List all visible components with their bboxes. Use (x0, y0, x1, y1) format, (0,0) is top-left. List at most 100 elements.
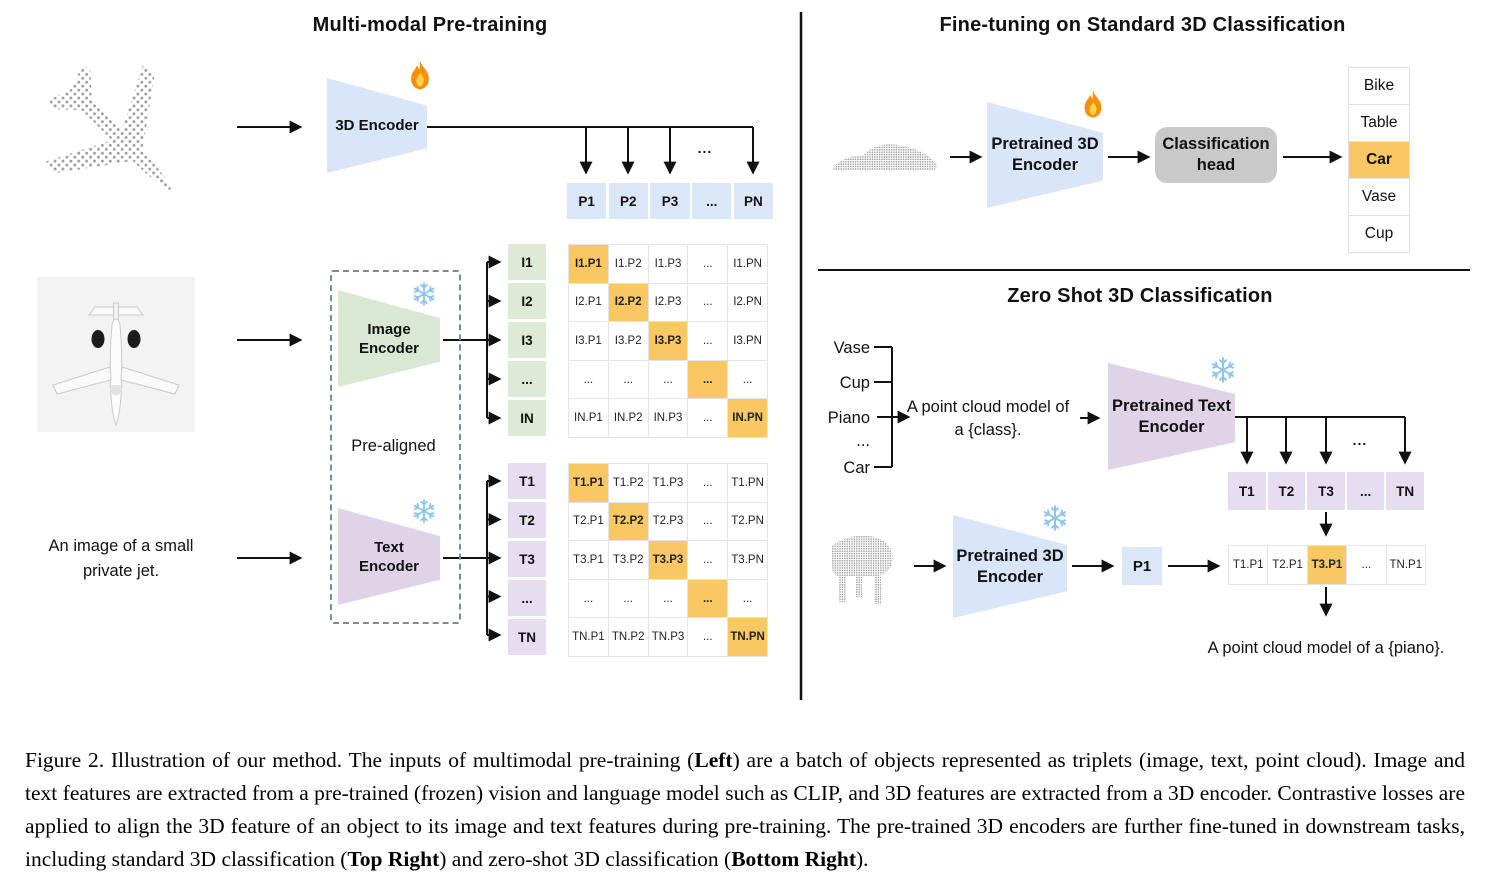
class-cell: Table (1349, 105, 1409, 141)
class-cell: Cup (1349, 216, 1409, 252)
tp-similarity-cell: T3.P3 (648, 541, 688, 579)
p-feature-cell: P2 (608, 183, 648, 219)
tp-similarity-cell: ... (688, 541, 728, 579)
pretrained-3d-encoder-label: Pretrained 3D Encoder (991, 135, 1099, 174)
p-dots-label: ... (697, 140, 713, 156)
tp-similarity-cell: ... (648, 579, 688, 618)
similarity-result-cell: T2.P1 (1268, 546, 1307, 584)
text-feature-column: T1 T2 T3... TN (508, 463, 546, 655)
pre-aligned-label: Pre-aligned (351, 437, 436, 455)
tp-similarity-cell: T2.PN (728, 502, 767, 541)
ip-similarity-cell: IN.P3 (648, 399, 688, 437)
piano-point-cloud (832, 535, 893, 604)
text-feature-cell: T1 (508, 463, 546, 499)
image-feature-cell: I3 (508, 322, 546, 358)
prompt-class-label: ... (856, 432, 870, 450)
ip-similarity-cell: ... (688, 322, 728, 360)
text-feature-cell: TN (1386, 472, 1424, 510)
text-encoder-label: Text Encoder (358, 538, 419, 575)
top-right-title: Fine-tuning on Standard 3D Classificatio… (939, 14, 1346, 36)
tp-similarity-cell: T3.P1 (569, 541, 608, 579)
ip-similarity-cell: I1.P3 (648, 245, 688, 283)
image-feature-cell: IN (508, 400, 546, 436)
ip-similarity-cell: I3.P3 (648, 322, 688, 360)
text-feature-cell: TN (508, 619, 546, 655)
ip-similarity-cell: ... (688, 360, 728, 399)
p1-feature-cell: P1 (1122, 547, 1162, 585)
snowflake-icon (1040, 503, 1070, 533)
tp-similarity-cell: TN.PN (728, 618, 767, 656)
left-panel-title: Multi-modal Pre-training (312, 14, 548, 36)
text-feature-cell: T2 (1267, 472, 1306, 510)
3d-encoder-label: 3D Encoder (335, 117, 419, 134)
tp-similarity-cell: ... (688, 579, 728, 618)
text-feature-cell: T3 (508, 541, 546, 577)
text-feature-cell: T1 (1228, 472, 1266, 510)
tp-similarity-cell: T2.P1 (569, 502, 608, 541)
car-point-cloud (832, 144, 937, 170)
ip-similarity-cell: I1.P1 (569, 245, 608, 283)
prompt-class-label: Car (843, 459, 870, 477)
text-input-caption: An image of a small private jet. (48, 537, 194, 580)
text-feature-row: T1 T2 T3... TN (1228, 472, 1424, 510)
class-cell: Car (1349, 142, 1409, 178)
tp-similarity-cell: ... (688, 618, 728, 656)
p-feature-row: P1 P2 P3... PN (567, 183, 774, 219)
p-feature-cell: ... (692, 183, 732, 219)
ip-similarity-cell: IN.P1 (569, 399, 608, 437)
class-cell: Bike (1349, 68, 1409, 104)
ip-similarity-cell: IN.P2 (608, 399, 648, 437)
p-feature-cell: P1 (567, 183, 607, 219)
prompt-class-list: Vase Cup Piano... Car (818, 339, 870, 479)
ip-similarity-cell: I2.P3 (648, 283, 688, 322)
zero-shot-result-text: A point cloud model of a {piano}. (1207, 639, 1445, 657)
ip-similarity-cell: I2.P2 (608, 283, 648, 322)
text-feature-cell: T2 (508, 502, 546, 538)
snowflake-icon (1208, 355, 1238, 385)
tp-similarity-cell: ... (688, 502, 728, 541)
ip-similarity-cell: I1.PN (728, 245, 767, 283)
tp-similarity-cell: T1.P3 (648, 464, 688, 502)
tp-similarity-cell: T2.P2 (608, 502, 648, 541)
similarity-result-cell: T1.P1 (1229, 546, 1268, 584)
fire-icon (1076, 88, 1110, 122)
similarity-result-cell: T3.P1 (1307, 546, 1347, 584)
airplane-point-cloud (45, 64, 174, 192)
image-encoder-label: Image Encoder (358, 320, 419, 357)
text-feature-cell: T3 (1307, 472, 1345, 510)
figure-caption: Figure 2. Illustration of our method. Th… (25, 747, 1466, 871)
tp-similarity-cell: ... (608, 579, 648, 618)
ip-similarity-cell: I3.PN (728, 322, 767, 360)
image-feature-cell: ... (508, 361, 546, 397)
t-dots-label: ... (1352, 432, 1368, 448)
ip-similarity-cell: ... (688, 245, 728, 283)
p-feature-cell: P3 (650, 183, 690, 219)
tp-similarity-cell: T3.P2 (608, 541, 648, 579)
image-feature-column: I1 I2 I3... IN (508, 244, 546, 436)
tp-similarity-cell: TN.P1 (569, 618, 608, 656)
tp-similarity-cell: ... (569, 579, 608, 618)
airplane-image (37, 277, 195, 432)
ip-similarity-cell: I2.PN (728, 283, 767, 322)
tp-similarity-cell: TN.P2 (608, 618, 648, 656)
ip-similarity-cell: ... (688, 399, 728, 437)
image-point-similarity-matrix: I1.P1 I1.P2 I1.P3... I1.PN I2.P1 I2.P2 I2.P3..… (568, 244, 768, 438)
image-feature-cell: I1 (508, 244, 546, 280)
tp-similarity-cell: T1.P1 (569, 464, 608, 502)
pretrained-text-encoder-label: Pretrained Text Encoder (1112, 396, 1231, 436)
ip-similarity-cell: I3.P2 (608, 322, 648, 360)
tp-similarity-cell: ... (728, 579, 767, 618)
class-list: Bike Table Car Vase Cup (1348, 67, 1410, 253)
ip-similarity-cell: I2.P1 (569, 283, 608, 322)
classification-head-block: Classification head (1155, 127, 1277, 183)
tp-similarity-cell: ... (688, 464, 728, 502)
prompt-text: A point cloud model of a {class}. (906, 398, 1070, 439)
class-cell: Vase (1349, 179, 1409, 215)
image-feature-cell: I2 (508, 283, 546, 319)
ip-similarity-cell: ... (569, 360, 608, 399)
tp-similarity-cell: TN.P3 (648, 618, 688, 656)
prompt-class-label: Vase (833, 339, 870, 357)
ip-similarity-cell: ... (728, 360, 767, 399)
ip-similarity-cell: ... (688, 283, 728, 322)
